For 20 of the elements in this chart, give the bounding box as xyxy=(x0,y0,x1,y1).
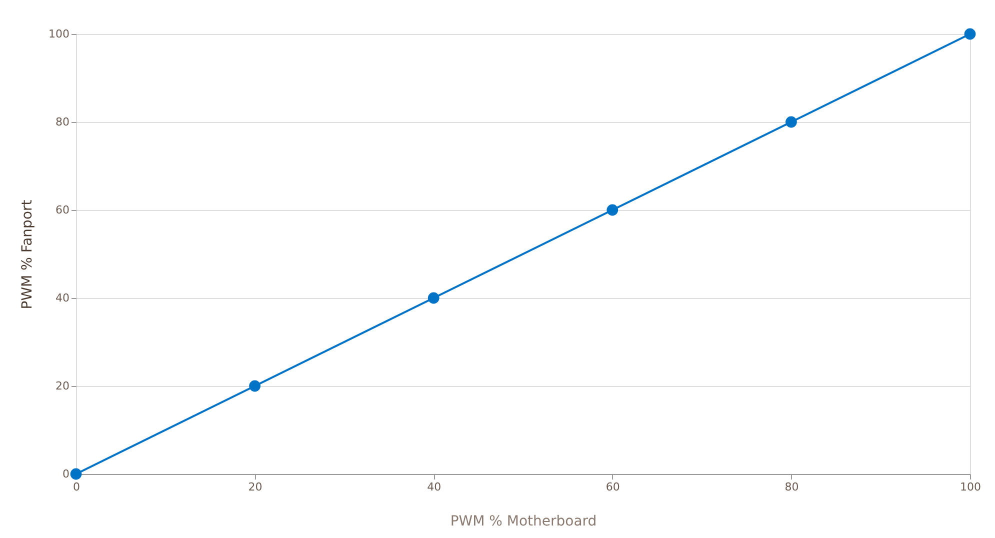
y-tick-label: 100 xyxy=(48,28,70,40)
point xyxy=(428,292,440,304)
x-tick-label: 100 xyxy=(960,480,981,494)
y-axis-title: PWM % Fanport xyxy=(20,199,36,310)
point xyxy=(606,204,618,216)
x-tick-label: 0 xyxy=(73,480,80,494)
point xyxy=(786,116,797,128)
y-tick-label: 80 xyxy=(56,116,70,128)
y-tick-label: 0 xyxy=(62,468,70,480)
x-tick-label: 60 xyxy=(606,480,620,494)
point xyxy=(70,468,82,480)
point xyxy=(964,28,976,40)
x-tick-label: 40 xyxy=(427,480,442,494)
x-tick-label: 80 xyxy=(784,480,799,494)
y-tick-label: 20 xyxy=(56,380,70,392)
x-tick-label: 20 xyxy=(248,480,262,494)
point xyxy=(249,380,260,392)
x-axis-title: PWM % Motherboard xyxy=(450,514,597,530)
y-tick-label: 40 xyxy=(56,292,70,304)
y-tick-label: 60 xyxy=(56,204,70,216)
